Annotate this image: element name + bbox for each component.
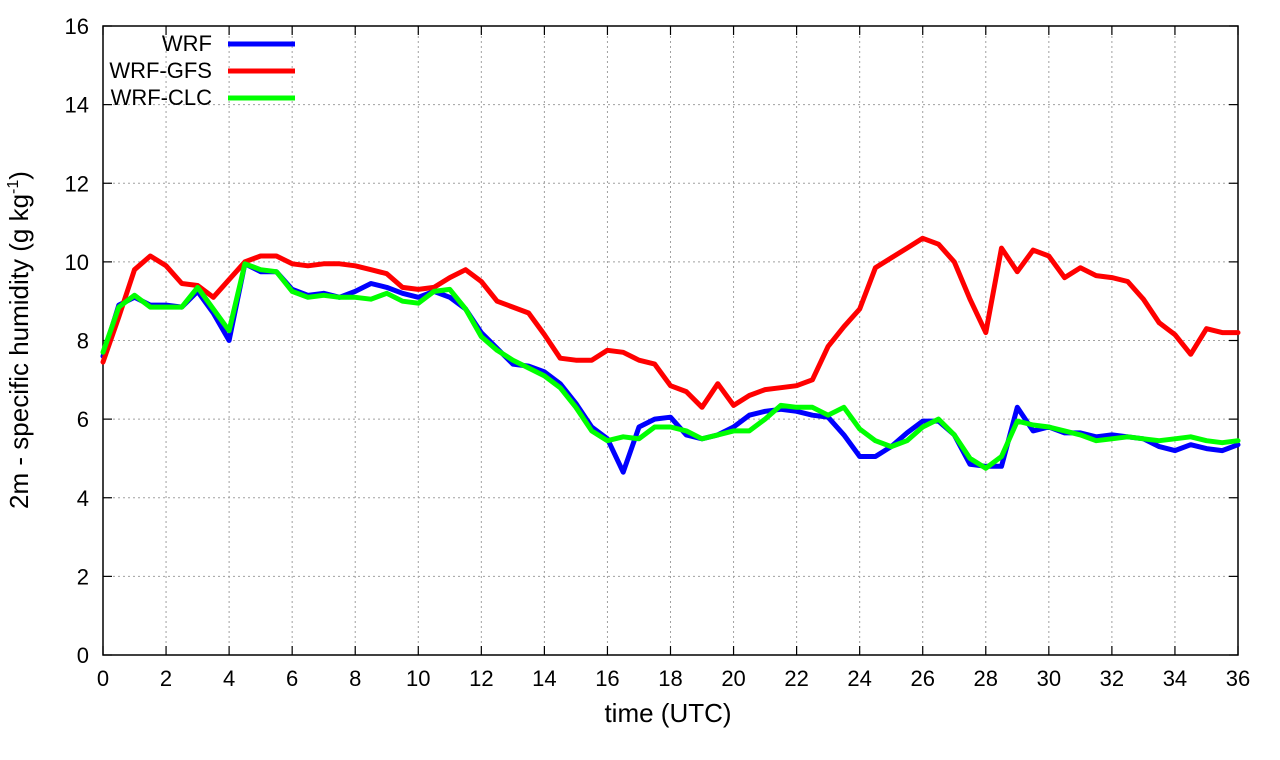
x-tick-label-2: 2 bbox=[160, 666, 172, 691]
x-tick-label-32: 32 bbox=[1100, 666, 1124, 691]
x-tick-label-10: 10 bbox=[406, 666, 430, 691]
series-line-wrf-gfs bbox=[100, 235, 1241, 410]
legend-label-wrf-clc: WRF-CLC bbox=[111, 85, 213, 110]
x-tick-label-36: 36 bbox=[1226, 666, 1250, 691]
y-tick-label-2: 2 bbox=[77, 564, 89, 589]
x-tick-label-30: 30 bbox=[1037, 666, 1061, 691]
x-tick-label-8: 8 bbox=[349, 666, 361, 691]
y-tick-label-12: 12 bbox=[65, 171, 89, 196]
y-axis-label: 2m - specific humidity (g kg-1) bbox=[4, 171, 34, 509]
x-axis-label: time (UTC) bbox=[604, 698, 731, 728]
series-lines bbox=[100, 235, 1241, 475]
grid bbox=[103, 26, 1238, 655]
axes: 0 2 4 6 8 10 12 14 16 18 20 22 24 26 28 30 32 34 360246810… bbox=[65, 14, 1251, 691]
y-tick-label-6: 6 bbox=[77, 407, 89, 432]
y-axis-label-close: ) bbox=[4, 171, 34, 180]
y-axis-label-main: 2m - specific humidity (g kg bbox=[4, 194, 34, 509]
x-tick-label-12: 12 bbox=[469, 666, 493, 691]
y-tick-label-14: 14 bbox=[65, 93, 89, 118]
legend-label-wrf: WRF bbox=[162, 31, 212, 56]
y-axis-label-superscript: -1 bbox=[5, 180, 22, 194]
x-tick-label-6: 6 bbox=[286, 666, 298, 691]
y-tick-label-8: 8 bbox=[77, 329, 89, 354]
x-tick-label-18: 18 bbox=[658, 666, 682, 691]
x-tick-label-26: 26 bbox=[910, 666, 934, 691]
x-tick-label-24: 24 bbox=[847, 666, 871, 691]
x-tick-label-0: 0 bbox=[97, 666, 109, 691]
y-tick-label-0: 0 bbox=[77, 643, 89, 668]
x-tick-label-16: 16 bbox=[595, 666, 619, 691]
x-tick-label-20: 20 bbox=[721, 666, 745, 691]
y-tick-label-10: 10 bbox=[65, 250, 89, 275]
x-tick-label-22: 22 bbox=[784, 666, 808, 691]
y-tick-label-16: 16 bbox=[65, 14, 89, 39]
x-tick-label-28: 28 bbox=[974, 666, 998, 691]
x-tick-label-14: 14 bbox=[532, 666, 556, 691]
y-tick-label-4: 4 bbox=[77, 486, 89, 511]
series-line-wrf-clc bbox=[100, 261, 1241, 471]
x-tick-label-4: 4 bbox=[223, 666, 235, 691]
legend-label-wrf-gfs: WRF-GFS bbox=[109, 58, 212, 83]
x-tick-label-34: 34 bbox=[1163, 666, 1187, 691]
